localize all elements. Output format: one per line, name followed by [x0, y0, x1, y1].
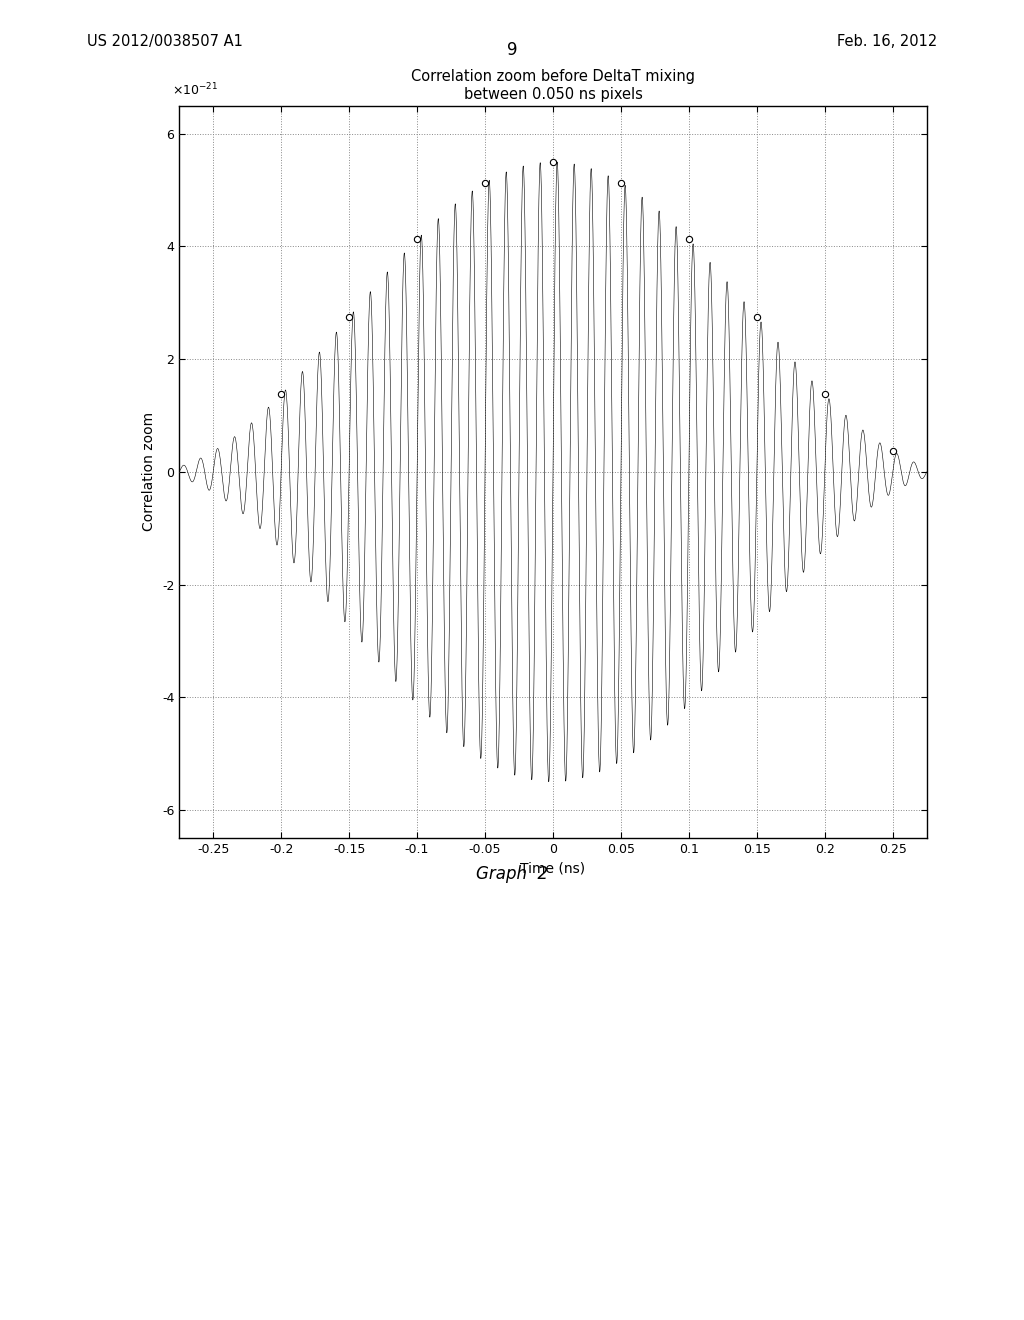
Text: US 2012/0038507 A1: US 2012/0038507 A1	[87, 34, 243, 49]
Y-axis label: Correlation zoom: Correlation zoom	[142, 412, 157, 532]
Text: 9: 9	[507, 41, 517, 59]
Title: Correlation zoom before DeltaT mixing
between 0.050 ns pixels: Correlation zoom before DeltaT mixing be…	[411, 69, 695, 102]
Text: Graph  2: Graph 2	[476, 865, 548, 883]
Text: Feb. 16, 2012: Feb. 16, 2012	[837, 34, 937, 49]
Text: $\times 10^{-21}$: $\times 10^{-21}$	[172, 82, 218, 98]
X-axis label: Time (ns): Time (ns)	[520, 862, 586, 875]
